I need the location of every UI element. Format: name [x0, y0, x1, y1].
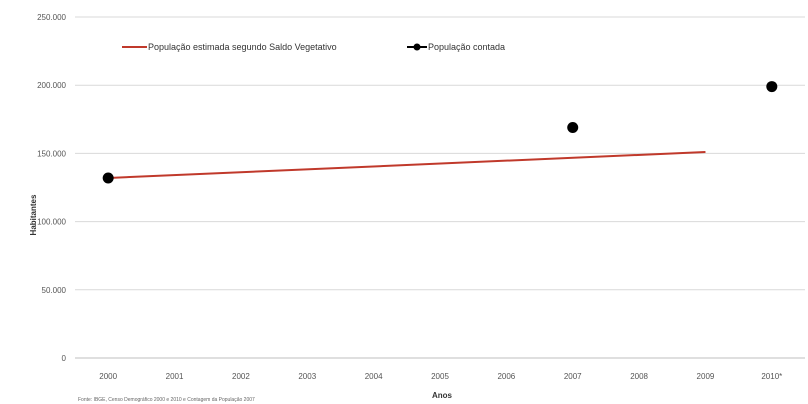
series-layer — [102, 81, 778, 184]
legend: População estimada segundo Saldo Vegetat… — [122, 42, 505, 52]
series-1 — [102, 81, 778, 184]
y-tick-label: 150.000 — [37, 149, 66, 158]
y-tick-label: 100.000 — [37, 218, 66, 227]
x-tick-label: 2002 — [232, 372, 250, 381]
x-tick-label: 2007 — [564, 372, 582, 381]
counted-population-point — [766, 81, 778, 93]
y-axis-title: Habitantes — [29, 194, 38, 235]
x-tick-label: 2006 — [497, 372, 515, 381]
y-axis-ticks: 0 50.000 100.000 150.000 200.000 250.000 — [37, 13, 66, 363]
x-tick-label: 2000 — [99, 372, 117, 381]
x-tick-label: 2004 — [365, 372, 383, 381]
gridlines — [75, 16, 805, 291]
x-tick-label: 2010* — [761, 372, 782, 381]
legend-item-estimated: População estimada segundo Saldo Vegetat… — [122, 42, 337, 52]
x-tick-label: 2008 — [630, 372, 648, 381]
x-tick-label: 2001 — [166, 372, 184, 381]
y-tick-label: 0 — [62, 354, 67, 363]
legend-marker-swatch — [413, 43, 421, 51]
legend-item-counted: População contada — [407, 42, 505, 52]
counted-population-point — [567, 121, 579, 133]
legend-label-counted: População contada — [428, 42, 505, 52]
legend-label-estimated: População estimada segundo Saldo Vegetat… — [148, 42, 337, 52]
x-tick-label: 2003 — [298, 372, 316, 381]
x-tick-label: 2005 — [431, 372, 449, 381]
x-axis-ticks: 2000 2001 2002 2003 2004 2005 2006 2007 2008 2009… — [99, 372, 782, 381]
x-tick-label: 2009 — [697, 372, 715, 381]
x-axis-title: Anos — [432, 391, 453, 400]
y-tick-label: 50.000 — [42, 286, 67, 295]
source-note: Fonte: IBGE, Censo Demográfico 2000 e 20… — [78, 397, 255, 403]
y-tick-label: 250.000 — [37, 13, 66, 22]
estimated-population-line — [108, 151, 706, 179]
series-0 — [108, 151, 706, 179]
y-tick-label: 200.000 — [37, 81, 66, 90]
counted-population-point — [102, 172, 114, 184]
